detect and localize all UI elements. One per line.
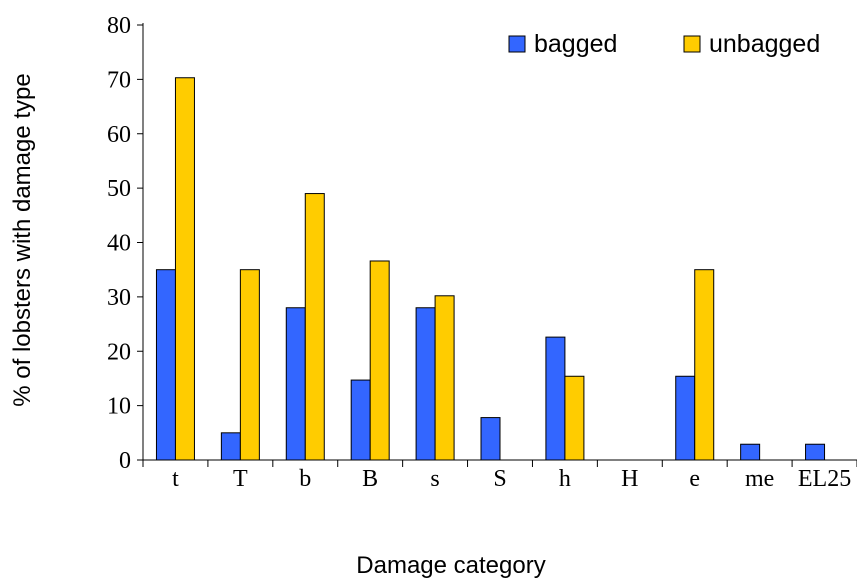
legend-swatch-unbagged [683, 35, 701, 53]
bar-bagged-T [220, 432, 241, 461]
bar-unbagged-B [369, 260, 390, 461]
bar-unbagged-T [239, 269, 260, 461]
bar-bagged-B [350, 379, 371, 461]
bar-unbagged-e [694, 269, 715, 461]
bar-bagged-EL25 [805, 443, 826, 461]
bar-unbagged-s [434, 295, 455, 461]
x-axis-label: Damage category [356, 552, 545, 579]
bar-unbagged-b [304, 193, 325, 461]
y-axis-label: % of lobsters with damage type [9, 73, 36, 407]
y-tick-label: 20 [107, 339, 131, 365]
y-tick-label: 70 [107, 67, 131, 93]
category-label: h [559, 466, 571, 492]
y-tick-label: 40 [107, 231, 131, 257]
category-label: me [745, 466, 774, 492]
legend-swatch-bagged [508, 35, 526, 53]
bar-bagged-e [675, 375, 696, 461]
axes-layer [142, 23, 857, 461]
bar-bagged-s [415, 307, 436, 461]
bar-unbagged-t [174, 77, 195, 461]
y-tick-label: 60 [107, 122, 131, 148]
category-label: s [430, 466, 439, 492]
bar-unbagged-h [564, 375, 585, 461]
y-ticks: 0 10 20 30 40 50 60 70 80 [107, 13, 143, 474]
legend: bagged unbagged [508, 30, 820, 58]
y-tick-label: 50 [107, 176, 131, 202]
category-label: EL25 [798, 466, 851, 492]
bar-bagged-S [480, 417, 501, 461]
bar-bagged-b [285, 307, 306, 461]
category-label: t [172, 466, 179, 492]
bars-layer [155, 77, 826, 461]
category-label: e [689, 466, 700, 492]
category-label: B [362, 466, 378, 492]
y-tick-label: 10 [107, 394, 131, 420]
y-tick-label: 30 [107, 285, 131, 311]
category-label: T [233, 466, 248, 492]
y-tick-label: 0 [119, 448, 131, 474]
y-tick-label: 80 [107, 13, 131, 39]
bar-bagged-me [740, 443, 761, 461]
bar-bagged-h [545, 336, 566, 461]
category-label: S [493, 466, 506, 492]
legend-label-bagged: bagged [534, 30, 617, 58]
bar-bagged-t [155, 269, 176, 461]
category-label: b [299, 466, 311, 492]
legend-label-unbagged: unbagged [709, 30, 820, 58]
category-label: H [621, 466, 638, 492]
